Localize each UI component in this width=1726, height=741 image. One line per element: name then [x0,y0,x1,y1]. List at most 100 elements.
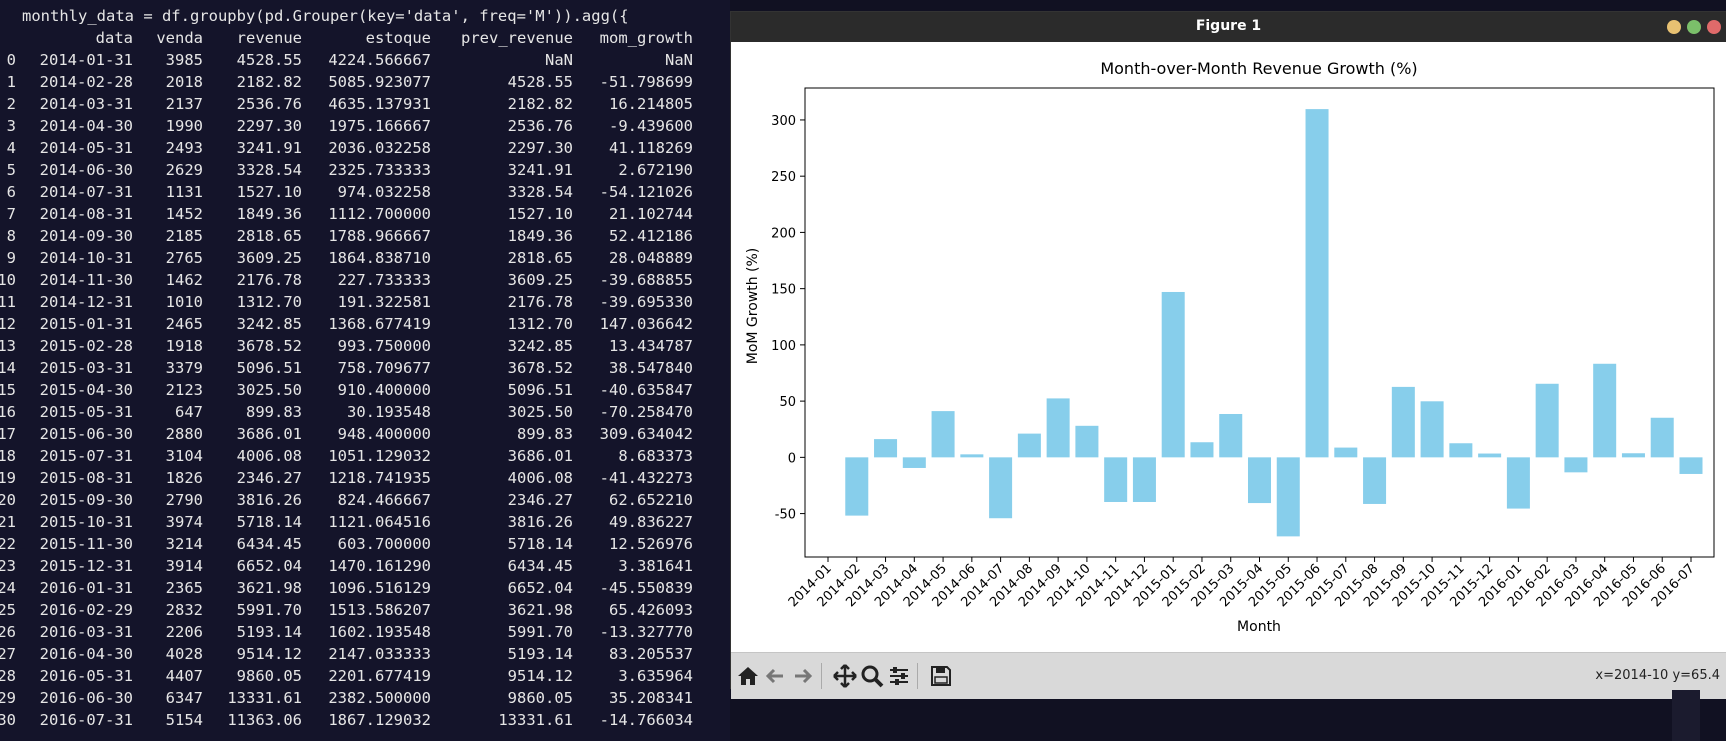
cell-venda: 2137 [165,95,203,113]
bars-group [845,109,1703,537]
pan-move-icon[interactable] [832,663,858,689]
cell-estoque: 1368.677419 [328,315,431,333]
row-index: 15 [0,381,16,399]
bar-2016-07 [1679,457,1703,474]
cell-estoque: 1470.161290 [328,557,431,575]
bar-2014-08 [1017,433,1041,458]
cell-revenue: 3678.52 [236,337,302,355]
row-index: 2 [6,95,16,113]
cell-mom-growth: -14.766034 [599,711,693,729]
cell-mom-growth: -39.695330 [599,293,693,311]
cell-mom-growth: -41.432273 [599,469,693,487]
cell-mom-growth: -54.121026 [599,183,693,201]
row-index: 17 [0,425,16,443]
cell-estoque: 1096.516129 [328,579,431,597]
cell-estoque: 4635.137931 [328,95,431,113]
cell-data: 2015-11-30 [39,535,133,553]
cell-prev-revenue: 2176.78 [507,293,573,311]
cell-prev-revenue: 1312.70 [507,315,573,333]
cell-prev-revenue: 3678.52 [507,359,573,377]
cell-venda: 2365 [165,579,203,597]
cell-venda: 2206 [165,623,203,641]
cell-revenue: 1312.70 [236,293,302,311]
cell-estoque: 1867.129032 [328,711,431,729]
cell-venda: 2880 [165,425,203,443]
cell-estoque: 1218.741935 [328,469,431,487]
bar-2015-11 [1449,443,1473,458]
cell-prev-revenue: 1849.36 [507,227,573,245]
minimize-button[interactable] [1667,20,1681,34]
bar-2014-10 [1075,425,1099,458]
cell-venda: 1918 [165,337,203,355]
cell-estoque: 4224.566667 [328,51,431,69]
cell-venda: 2629 [165,161,203,179]
bar-2015-02 [1190,442,1214,458]
cell-prev-revenue: 3025.50 [507,403,573,421]
bar-2015-04 [1247,457,1272,504]
cell-data: 2014-02-28 [39,73,133,91]
cell-venda: 2765 [165,249,203,267]
close-button[interactable] [1707,20,1721,34]
cell-prev-revenue: 5991.70 [507,623,573,641]
zoom-magnifier-icon[interactable] [859,663,885,689]
back-arrow-icon[interactable] [763,663,789,689]
cell-data: 2016-06-30 [39,689,133,707]
cell-revenue: 5718.14 [236,513,302,531]
column-header-data: data [95,29,133,47]
bar-2015-10 [1420,401,1444,458]
cell-revenue: 3816.26 [236,491,302,509]
cell-revenue: 6652.04 [236,557,302,575]
cell-prev-revenue: 9514.12 [507,667,573,685]
row-index: 22 [0,535,16,553]
row-index: 30 [0,711,16,729]
row-index: 9 [6,249,16,267]
row-index: 29 [0,689,16,707]
cell-revenue: 1527.10 [236,183,302,201]
y-tick-label: 250 [771,170,796,185]
cell-prev-revenue: 9860.05 [507,689,573,707]
cell-venda: 1131 [165,183,203,201]
cell-data: 2015-12-31 [39,557,133,575]
terminal-scrollbar[interactable] [1672,690,1700,741]
cell-prev-revenue: 2346.27 [507,491,573,509]
cell-estoque: 2201.677419 [328,667,431,685]
cell-revenue: 6434.45 [236,535,302,553]
maximize-button[interactable] [1687,20,1701,34]
terminal-window[interactable]: monthly_data = df.groupby(pd.Grouper(key… [0,0,730,741]
bar-2016-06 [1650,417,1674,458]
cell-mom-growth: 21.102744 [609,205,693,223]
cell-estoque: 1864.838710 [328,249,431,267]
bar-2015-12 [1478,453,1502,458]
row-index: 12 [0,315,16,333]
cell-prev-revenue: 899.83 [517,425,573,443]
row-index: 8 [6,227,16,245]
cell-data: 2014-06-30 [39,161,133,179]
cell-revenue: 5193.14 [236,623,302,641]
y-tick-label: 300 [771,114,796,129]
row-index: 25 [0,601,16,619]
cell-prev-revenue: 2297.30 [507,139,573,157]
forward-arrow-icon[interactable] [789,663,815,689]
cell-revenue: 3609.25 [236,249,302,267]
column-header-mom-growth: mom_growth [599,29,693,47]
save-disk-icon[interactable] [928,663,954,689]
cursor-coordinates: x=2014-10 y=65.4 [1595,668,1720,683]
figure-window[interactable]: Figure 1 Month-over-Month Revenue Growth… [731,12,1726,699]
row-index: 4 [6,139,16,157]
cell-revenue: 4528.55 [236,51,302,69]
cell-data: 2014-12-31 [39,293,133,311]
figure-canvas[interactable]: Month-over-Month Revenue Growth (%) -50 0… [731,42,1726,652]
cell-prev-revenue: 13331.61 [498,711,573,729]
configure-sliders-icon[interactable] [886,663,912,689]
cell-estoque: 2036.032258 [328,139,431,157]
home-icon[interactable] [735,663,761,689]
cell-revenue: 899.83 [246,403,302,421]
window-titlebar[interactable]: Figure 1 [731,12,1726,42]
bar-2015-03 [1219,413,1243,458]
bar-2015-06 [1305,109,1329,458]
bar-chart: Month-over-Month Revenue Growth (%) -50 0… [745,59,1715,635]
cell-prev-revenue: 1527.10 [507,205,573,223]
cell-revenue: 9860.05 [236,667,302,685]
cell-data: 2015-04-30 [39,381,133,399]
cell-data: 2014-04-30 [39,117,133,135]
